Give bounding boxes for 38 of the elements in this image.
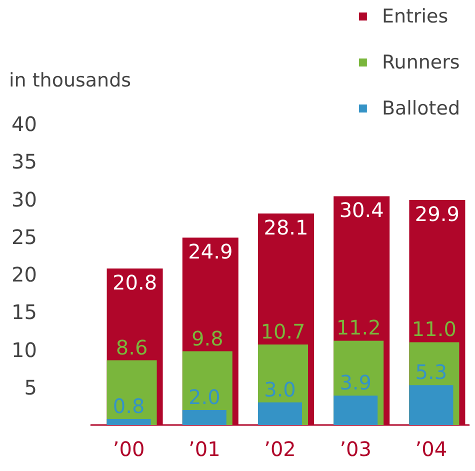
legend-label: Balloted [382,98,460,120]
y-axis-title: in thousands [9,70,132,92]
y-tick-label: 40 [12,112,37,136]
bar [409,385,454,425]
y-tick-label: 30 [12,187,37,212]
x-tick-label: ’04 [415,437,448,461]
data-label: 10.7 [260,319,306,344]
data-label: 0.8 [112,394,145,418]
legend-label: Entries [382,6,448,28]
data-label: 5.3 [415,360,448,384]
data-label: 29.9 [414,202,460,226]
data-label: 8.6 [116,335,148,360]
x-tick-label: ’03 [340,437,372,461]
y-tick-label: 35 [12,150,37,174]
data-label: 11.2 [336,316,381,340]
bar [182,410,226,425]
bar [106,360,157,425]
y-tick-label: 20 [12,262,37,286]
y-tick-label: 15 [12,300,37,324]
y-tick-label: 25 [12,224,37,249]
data-label: 24.9 [188,240,233,264]
data-label: 28.1 [264,216,308,240]
y-tick-label: 5 [24,375,37,400]
data-label: 9.8 [191,326,224,350]
x-tick-label: ’02 [264,437,296,461]
data-label: 11.0 [412,317,456,342]
legend-label: Runners [382,52,460,74]
data-label: 20.8 [112,270,158,294]
x-tick-label: ’00 [112,437,145,461]
y-tick-label: 10 [12,338,37,362]
x-tick-label: ’01 [188,437,220,461]
data-label: 2.0 [188,384,220,409]
bar [258,402,302,425]
data-label: 3.9 [340,370,372,395]
data-label: 3.0 [264,377,296,402]
data-label: 30.4 [339,198,384,222]
bar [106,418,151,425]
bar [334,396,378,425]
